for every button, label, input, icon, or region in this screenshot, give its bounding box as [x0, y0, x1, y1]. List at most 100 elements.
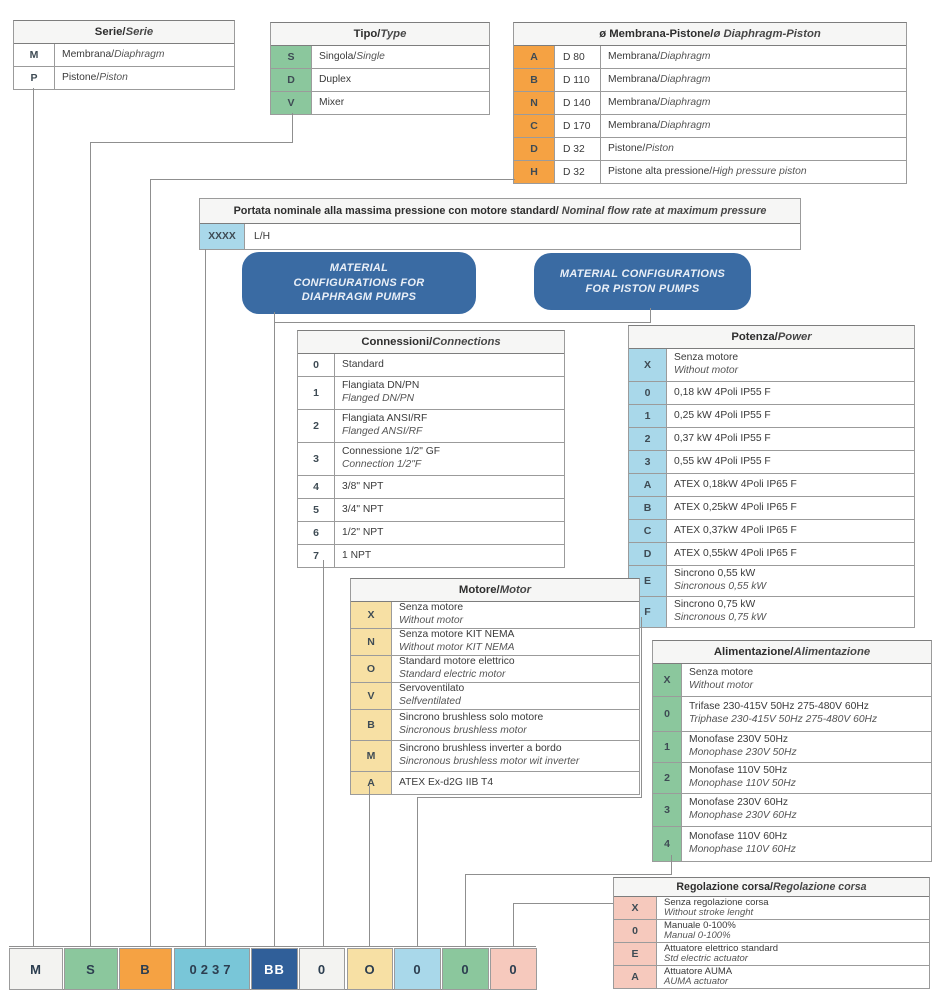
- row-label: Senza motore KIT NEMA Without motor KIT N…: [392, 629, 639, 655]
- row-label: Singola/Single: [312, 46, 489, 68]
- table-row: X Senza regolazione corsa Without stroke l…: [614, 897, 929, 919]
- label-it: ATEX 0,37kW 4Poli IP65 F: [674, 524, 797, 536]
- code-cell: B: [629, 497, 667, 519]
- label-it: Singola/: [319, 50, 357, 62]
- label-en: Manual 0-100%: [664, 930, 731, 941]
- flow-code-cell: XXXX: [200, 224, 245, 249]
- label-it: Membrana/: [608, 50, 661, 62]
- table-row: 3 Monofase 230V 60Hz Monophase 230V 60Hz: [653, 793, 931, 826]
- connector-serie: [33, 88, 34, 947]
- header-label-it: Tipo/: [353, 28, 381, 40]
- code-cell: P: [14, 67, 55, 89]
- header-label-en: Alimentazione: [793, 646, 871, 658]
- size-cell: D 110: [555, 69, 601, 91]
- code-cell: 4: [653, 827, 682, 861]
- label-it: Senza motore: [689, 667, 754, 679]
- label-it: Membrana/: [608, 73, 661, 85]
- code-cell: X: [653, 664, 682, 696]
- model-code-box-motor: O: [347, 948, 393, 990]
- flow-rate-strip: Portata nominale alla massima pressione …: [199, 198, 801, 250]
- connections-header: Connessioni/Connections: [298, 331, 564, 354]
- row-label: Membrana/ Diaphragm: [55, 44, 234, 66]
- code-cell: N: [351, 629, 392, 655]
- row-label: Servoventilato Selfventilated: [392, 683, 639, 709]
- label-it: 3/8" NPT: [342, 480, 384, 492]
- table-row: V Mixer: [271, 91, 489, 114]
- connector-supply-v2: [465, 874, 466, 947]
- power-supply-table: Alimentazione/Alimentazione X Senza motor…: [652, 640, 932, 862]
- code-cell: 1: [298, 377, 335, 409]
- label-en: Diaphragm: [660, 73, 711, 85]
- row-label: Monofase 110V 60Hz Monophase 110V 60Hz: [682, 827, 931, 861]
- table-row: F Sincrono 0,75 kW Sincronous 0,75 kW: [629, 596, 914, 627]
- motor-header: Motore/Motor: [351, 579, 639, 602]
- label-it: 0,25 kW 4Poli IP55 F: [674, 409, 771, 421]
- label-en: Without motor: [674, 365, 738, 376]
- code-cell: C: [629, 520, 667, 542]
- code-cell: N: [514, 92, 555, 114]
- code-cell: A: [514, 46, 555, 68]
- row-label: Trifase 230-415V 50Hz 275-480V 60Hz Triph…: [682, 697, 931, 731]
- row-label: Attuatore elettrico standard Std electric…: [657, 943, 929, 965]
- label-en: Single: [356, 50, 385, 62]
- table-row: 0 Trifase 230-415V 50Hz 275-480V 60Hz Trip…: [653, 696, 931, 731]
- table-row: 2 Monofase 110V 50Hz Monophase 110V 50Hz: [653, 762, 931, 793]
- code-cell: 3: [653, 794, 682, 826]
- connector-stroke-h: [513, 903, 613, 904]
- header-label-en: Power: [777, 331, 812, 343]
- row-label: Membrana/Diaphragm: [601, 115, 906, 137]
- label-it: Monofase 230V 50Hz: [689, 734, 789, 746]
- header-label-it: Potenza/: [731, 331, 778, 343]
- label-en: Piston: [645, 142, 674, 154]
- connections-table: Connessioni/Connections 0 Standard 1 Flang…: [297, 330, 565, 568]
- size-cell: D 170: [555, 115, 601, 137]
- label-it: Servoventilato: [399, 683, 465, 695]
- label-en: Without stroke lenght: [664, 907, 754, 918]
- table-row: 1 0,25 kW 4Poli IP55 F: [629, 404, 914, 427]
- table-row: 1 Monofase 230V 50Hz Monophase 230V 50Hz: [653, 731, 931, 762]
- row-label: ATEX 0,25kW 4Poli IP65 F: [667, 497, 914, 519]
- size-cell: D 80: [555, 46, 601, 68]
- label-en: Standard electric motor: [399, 669, 506, 680]
- row-label: Standard: [335, 354, 564, 376]
- table-row: D Duplex: [271, 68, 489, 91]
- row-label: Monofase 110V 50Hz Monophase 110V 50Hz: [682, 763, 931, 793]
- row-label: Connessione 1/2" GF Connection 1/2"F: [335, 443, 564, 475]
- connector-tipo-v2: [90, 142, 91, 947]
- table-row: A ATEX 0,18kW 4Poli IP65 F: [629, 473, 914, 496]
- row-label: Monofase 230V 60Hz Monophase 230V 60Hz: [682, 794, 931, 826]
- table-row: S Singola/Single: [271, 46, 489, 68]
- label-it: Monofase 230V 60Hz: [689, 797, 789, 809]
- connector-diaphragm-h: [150, 179, 515, 180]
- label-it: Trifase 230-415V 50Hz 275-480V 60Hz: [689, 701, 869, 713]
- row-label: 3/4" NPT: [335, 499, 564, 521]
- label-en: Piston: [99, 71, 128, 83]
- label-en: Monophase 110V 50Hz: [689, 778, 796, 789]
- code-cell: V: [271, 92, 312, 114]
- label-en: Diaphragm: [660, 96, 711, 108]
- table-row: 3 0,55 kW 4Poli IP55 F: [629, 450, 914, 473]
- code-cell: A: [629, 474, 667, 496]
- table-row: E Sincrono 0,55 kW Sincronous 0,55 kW: [629, 565, 914, 596]
- header-label-en: Regolazione corsa: [772, 881, 867, 893]
- label-it: Attuatore elettrico standard: [664, 942, 779, 954]
- header-label-en: Type: [380, 28, 407, 40]
- row-label: 1 NPT: [335, 545, 564, 567]
- header-label-it: Motore/: [458, 584, 500, 596]
- row-label: 1/2" NPT: [335, 522, 564, 544]
- code-cell: 0: [298, 354, 335, 376]
- code-cell: O: [351, 656, 392, 682]
- row-label: Senza motore Without motor: [682, 664, 931, 696]
- code-cell: 1: [653, 732, 682, 762]
- label-en: AUMA actuator: [664, 976, 729, 987]
- label-it: Duplex: [319, 73, 352, 85]
- table-row: 5 3/4" NPT: [298, 498, 564, 521]
- code-cell: 7: [298, 545, 335, 567]
- code-cell: D: [514, 138, 555, 160]
- connector-stroke-v: [513, 903, 514, 947]
- label-en: Connection 1/2"F: [342, 459, 422, 470]
- table-row: 6 1/2" NPT: [298, 521, 564, 544]
- model-code-box-diaphragm: B: [119, 948, 172, 990]
